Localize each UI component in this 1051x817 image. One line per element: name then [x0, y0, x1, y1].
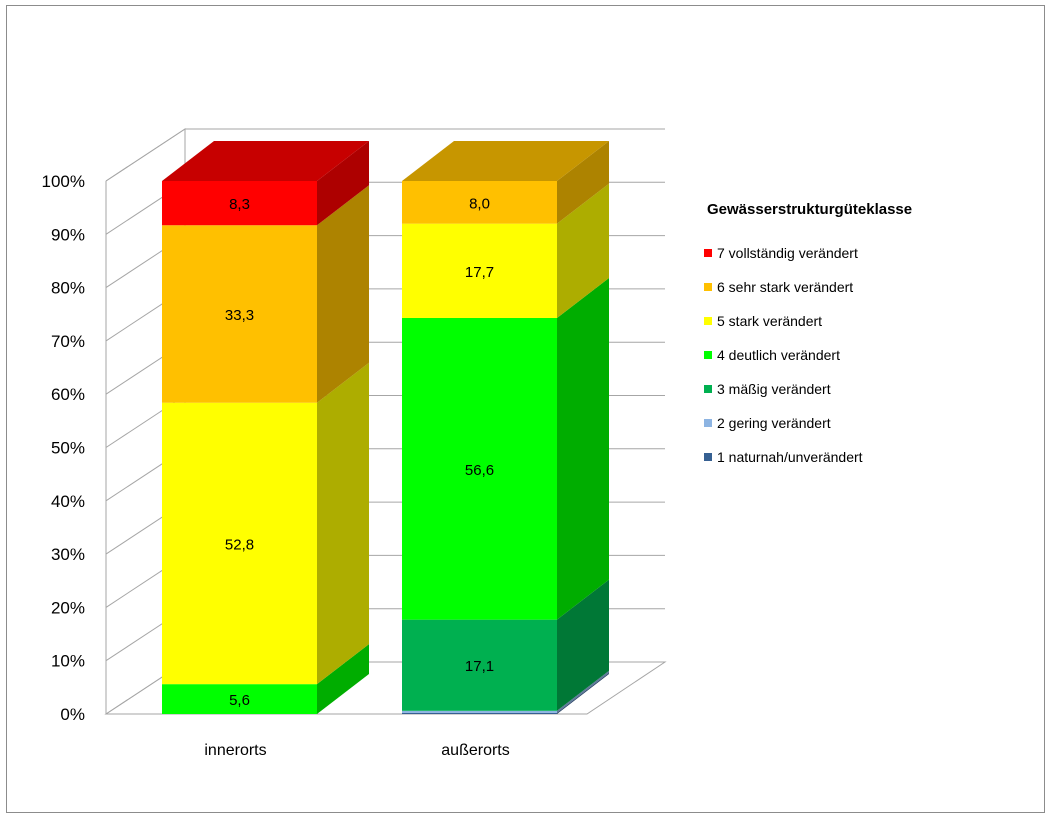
- legend-swatch: [704, 351, 712, 359]
- bar-side-class-6: [317, 185, 369, 403]
- legend: Gewässerstrukturgüteklasse 7 vollständig…: [704, 201, 912, 465]
- data-label: 56,6: [465, 462, 494, 479]
- bar-segment-class-6: [402, 181, 557, 224]
- legend-entry: 6 sehr stark verändert: [717, 279, 853, 295]
- y-tick-label: 80%: [51, 279, 85, 298]
- x-tick-label: innerorts: [204, 742, 266, 759]
- data-label: 52,8: [225, 536, 254, 553]
- y-tick-label: 70%: [51, 332, 85, 351]
- data-label: 8,3: [229, 196, 250, 213]
- legend-swatch: [704, 283, 712, 291]
- bar-side-class-2: [557, 670, 609, 713]
- legend-swatch: [704, 419, 712, 427]
- bar-side-class-5: [317, 362, 369, 685]
- legend-entry: 2 gering verändert: [717, 415, 831, 431]
- y-tick-label: 50%: [51, 439, 85, 458]
- bar-top-class-7: [162, 141, 369, 181]
- bar-segment-class-2: [402, 710, 557, 713]
- y-tick-label: 0%: [60, 705, 85, 724]
- legend-entry: 5 stark verändert: [717, 313, 822, 329]
- legend-swatch: [704, 249, 712, 257]
- data-label: 17,1: [465, 658, 494, 675]
- x-tick-label: außerorts: [441, 742, 509, 759]
- legend-title: Gewässerstrukturgüteklasse: [707, 201, 912, 218]
- x-axis-labels: innerorts außerorts: [204, 742, 509, 759]
- bar-side-class-4: [557, 277, 609, 620]
- bar-side-class-4: [317, 644, 369, 714]
- legend-entry: 1 naturnah/unverändert: [717, 449, 863, 465]
- y-tick-label: 100%: [42, 172, 85, 191]
- data-label: 5,6: [229, 692, 250, 709]
- bar-segment-class-4: [402, 317, 557, 620]
- bar-side-class-1: [557, 672, 609, 714]
- bar-segment-class-1: [402, 712, 557, 714]
- gridline: [105, 128, 665, 182]
- legend-entry: 3 mäßig verändert: [717, 381, 831, 397]
- y-tick-label: 90%: [51, 225, 85, 244]
- y-tick-label: 10%: [51, 652, 85, 671]
- data-label: 17,7: [465, 264, 494, 281]
- bar-segment-class-6: [162, 225, 317, 403]
- bar-top-class-6: [402, 141, 609, 181]
- stacked-3d-bar-chart: 0% 10% 20% 30% 40% 50% 60% 70% 80% 90% 100% 5,6 52,…: [42, 128, 912, 759]
- y-tick-label: 30%: [51, 545, 85, 564]
- bar-segment-class-4: [162, 684, 317, 714]
- bar-segment-class-7: [162, 181, 317, 226]
- legend-entry: 7 vollständig verändert: [717, 245, 858, 261]
- data-label: 33,3: [225, 307, 254, 324]
- data-label: 8,0: [469, 195, 490, 212]
- bar-segment-class-3: [402, 619, 557, 711]
- legend-entry: 4 deutlich verändert: [717, 347, 840, 363]
- y-axis-ticks: 0% 10% 20% 30% 40% 50% 60% 70% 80% 90% 100%: [42, 172, 85, 724]
- bar-segment-class-5: [162, 402, 317, 685]
- bar-segment-class-5: [402, 223, 557, 318]
- bar-side-class-6: [557, 141, 609, 224]
- legend-swatch: [704, 317, 712, 325]
- y-tick-label: 20%: [51, 598, 85, 617]
- legend-swatch: [704, 385, 712, 393]
- bar-side-class-7: [317, 141, 369, 226]
- y-tick-label: 40%: [51, 492, 85, 511]
- y-tick-label: 60%: [51, 385, 85, 404]
- bar-side-class-3: [557, 579, 609, 711]
- data-labels-layer: 5,6 52,8 33,3 8,3 17,1 56,6 17,7 8,0: [225, 195, 494, 709]
- legend-swatch: [704, 453, 712, 461]
- bars-layer: [162, 141, 609, 714]
- chart-frame: 0% 10% 20% 30% 40% 50% 60% 70% 80% 90% 100% 5,6 52,…: [6, 5, 1045, 813]
- bar-side-class-5: [557, 183, 609, 318]
